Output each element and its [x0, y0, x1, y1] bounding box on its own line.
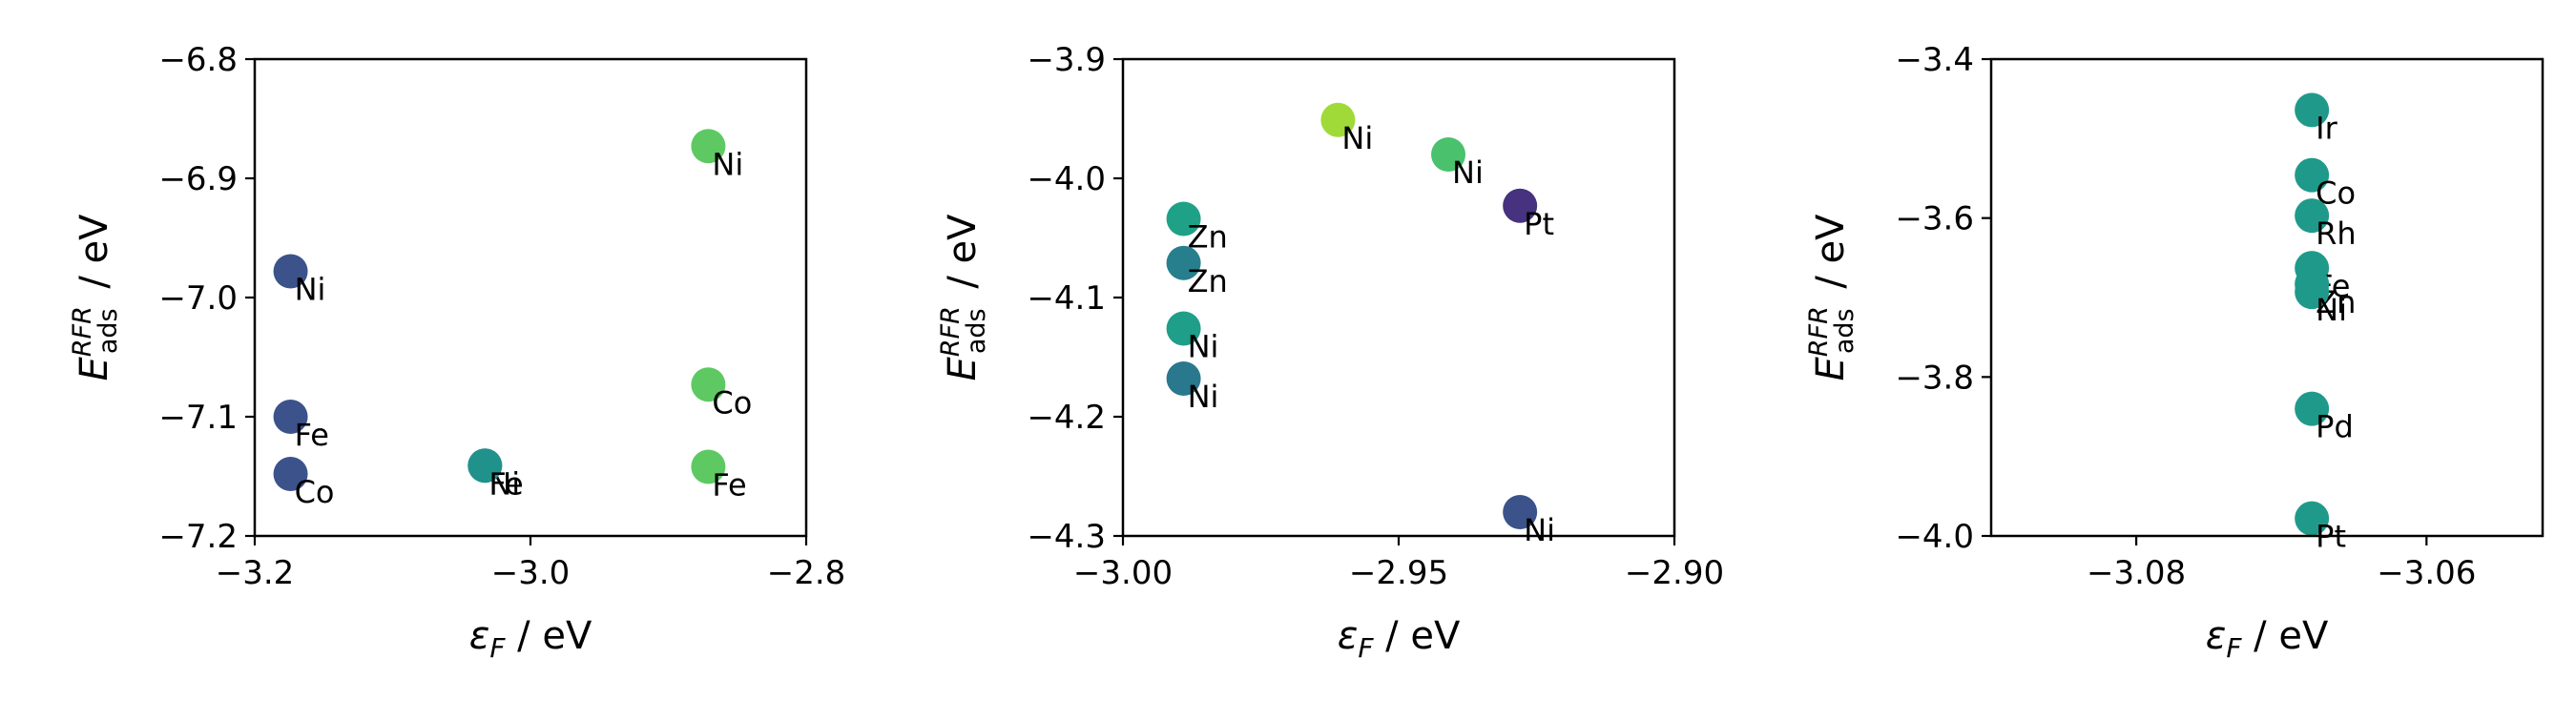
data-point-ni — [1166, 361, 1201, 396]
y-axis-subscript: ads — [962, 308, 991, 354]
x-axis-unit: / eV — [1373, 614, 1461, 658]
point-label: Co — [712, 384, 752, 421]
x-axis-unit: / eV — [2241, 614, 2329, 658]
data-point-rh — [2295, 198, 2330, 234]
y-axis-symbol: E — [941, 357, 985, 381]
data-point-ni — [1431, 137, 1466, 172]
plot-frame — [1989, 57, 2545, 538]
data-point-fe — [691, 449, 726, 484]
x-axis-label: εF / eV — [469, 614, 592, 664]
x-tick-label: −3.06 — [2377, 554, 2476, 592]
point-label: Ni — [295, 272, 326, 308]
y-tick-label: −4.0 — [1027, 160, 1106, 198]
point-label: Ni — [2316, 292, 2347, 328]
point-label: Ni — [712, 146, 743, 182]
y-tick-label: −7.1 — [158, 399, 238, 437]
y-axis-label: ERFRads / eV — [68, 214, 123, 381]
data-point-pt — [2295, 501, 2330, 536]
data-point-zn — [1166, 201, 1201, 237]
point-label: Fe — [488, 465, 523, 502]
data-point-pd — [2295, 391, 2330, 426]
x-tick-label: −2.95 — [1349, 554, 1448, 592]
point-label: Pd — [2316, 409, 2354, 445]
data-point-co — [273, 457, 308, 491]
subplot-2: Ni Ni Pt Zn Zn Ni Ni Ni −3.00 −2.95 −2.90 −4.3 −4.2 −… — [936, 41, 1724, 664]
x-tick-label: −3.2 — [216, 554, 295, 592]
x-axis-subscript: F — [489, 632, 506, 664]
data-point-ni — [1503, 495, 1538, 529]
x-tick-label: −3.0 — [491, 554, 571, 592]
x-axis-symbol: ε — [1338, 614, 1359, 658]
y-tick-label: −3.4 — [1895, 41, 1974, 79]
data-point-ni — [1166, 311, 1201, 346]
x-tick-label: −2.8 — [767, 554, 846, 592]
y-tick-label: −6.8 — [158, 41, 238, 79]
x-axis-label: εF / eV — [1338, 614, 1461, 664]
data-point-ir — [2295, 93, 2330, 128]
y-axis-label: ERFRads / eV — [1804, 214, 1859, 381]
y-axis-unit: / eV — [73, 214, 116, 301]
y-axis-label: ERFRads / eV — [936, 214, 991, 381]
data-point-ni — [1320, 102, 1356, 137]
point-label: Zn — [1188, 219, 1228, 256]
point-label: Ni — [1524, 512, 1555, 548]
y-axis-superscript: RFR — [936, 306, 966, 357]
point-label: Ni — [1452, 154, 1484, 191]
data-point-pt — [1503, 188, 1538, 223]
x-axis-unit: / eV — [505, 614, 592, 658]
y-axis-symbol: E — [1809, 357, 1853, 381]
point-label: Rh — [2316, 216, 2357, 252]
point-label: Ni — [1188, 329, 1219, 365]
x-axis-symbol: ε — [2206, 614, 2227, 658]
point-label: Ir — [2316, 110, 2337, 146]
data-point-zn — [1166, 245, 1201, 280]
point-label: Fe — [295, 417, 329, 453]
y-tick-label: −3.9 — [1027, 41, 1106, 79]
y-tick-label: −3.8 — [1895, 359, 1974, 397]
y-tick-label: −4.0 — [1895, 518, 1974, 556]
x-axis-symbol: ε — [469, 614, 490, 658]
y-axis-symbol: E — [73, 357, 116, 381]
data-point-fe — [273, 400, 308, 434]
x-tick-label: −2.90 — [1625, 554, 1724, 592]
data-point-ni — [691, 129, 726, 164]
data-point-co — [691, 367, 726, 402]
point-label: Ni — [1188, 379, 1219, 415]
data-point-co — [2295, 157, 2330, 193]
y-tick-label: −6.9 — [158, 160, 238, 198]
x-tick-label: −3.08 — [2087, 554, 2186, 592]
y-axis-superscript: RFR — [1804, 306, 1834, 357]
point-label: Ni — [1341, 120, 1373, 156]
x-tick-label: −3.00 — [1073, 554, 1173, 592]
data-point-ni — [2295, 275, 2330, 310]
y-axis-unit: / eV — [1809, 214, 1853, 301]
data-point-ni — [273, 254, 308, 289]
point-label: Pt — [1524, 206, 1554, 242]
y-tick-label: −3.6 — [1895, 200, 1974, 238]
x-axis-subscript: F — [2226, 632, 2242, 664]
y-axis-superscript: RFR — [68, 306, 97, 357]
y-tick-label: −4.2 — [1027, 399, 1106, 437]
y-axis-unit: / eV — [941, 214, 985, 301]
x-axis-label: εF / eV — [2206, 614, 2329, 664]
y-tick-label: −4.3 — [1027, 518, 1106, 556]
data-point-fe — [467, 448, 503, 483]
y-tick-label: −7.0 — [158, 279, 238, 318]
point-label: Co — [295, 474, 335, 510]
x-axis-subscript: F — [1358, 632, 1374, 664]
y-axis-subscript: ads — [1830, 308, 1859, 354]
point-label: Zn — [1188, 263, 1228, 299]
y-tick-label: −4.1 — [1027, 279, 1106, 318]
y-tick-label: −7.2 — [158, 518, 238, 556]
point-label: Fe — [712, 467, 746, 504]
y-axis-subscript: ads — [93, 308, 123, 354]
